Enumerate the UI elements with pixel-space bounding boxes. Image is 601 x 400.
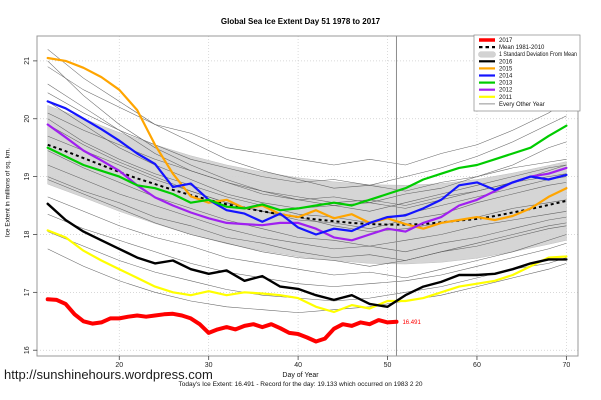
legend-label: 2015 [499, 66, 513, 72]
series-2015-line [46, 56, 568, 230]
legend-label: 2012 [499, 88, 513, 94]
series-2011-line [46, 229, 568, 314]
plot-border [36, 35, 579, 357]
y-tick-label: 16 [24, 346, 31, 354]
every-other-year-line [47, 164, 567, 253]
y-tick-label: 20 [24, 115, 31, 123]
x-tick-label: 60 [473, 362, 481, 369]
every-other-year-line [47, 150, 567, 247]
legend-label: 2013 [499, 81, 513, 87]
legend-label: Every Other Year [499, 102, 545, 108]
legend-label: 2014 [499, 74, 513, 80]
x-tick-label: 30 [205, 362, 213, 369]
mean-line [47, 143, 567, 226]
every-other-year-line [47, 83, 567, 203]
series-2017-line [45, 297, 399, 344]
every-other-year-line [47, 101, 567, 212]
y-tick-label: 21 [24, 57, 31, 65]
every-other-year-line [47, 179, 567, 267]
chart-title: Global Sea Ice Extent Day 51 1978 to 201… [220, 17, 381, 26]
x-tick-label: 70 [562, 362, 570, 369]
today-value-annotation: 16.491 [402, 320, 421, 326]
x-tick-label: 20 [115, 362, 123, 369]
every-other-year-line [47, 66, 567, 166]
every-other-year-line [47, 92, 567, 186]
y-tick-label: 17 [24, 288, 31, 296]
legend-label: 2016 [499, 59, 513, 65]
x-tick-label: 40 [294, 362, 302, 369]
series-2013-line [46, 124, 568, 212]
every-other-year-line [47, 49, 567, 192]
every-other-year-line [47, 176, 567, 261]
legend-label: 2011 [499, 95, 513, 101]
every-other-year-line [47, 135, 567, 232]
series-2014-line [46, 100, 568, 236]
x-tick-label: 50 [384, 362, 392, 369]
series-2016-line [46, 202, 568, 308]
every-other-year-line [47, 60, 567, 206]
y-tick-label: 19 [24, 173, 31, 181]
y-tick-label: 18 [24, 231, 31, 239]
x-axis-title: Day of Year [282, 372, 319, 379]
legend-box [473, 34, 581, 112]
today-record-note: Today's Ice Extent: 16.491 - Record for … [178, 381, 423, 388]
legend-swatch-band [478, 51, 496, 58]
every-other-year-line [47, 196, 567, 279]
every-other-year-line [47, 118, 567, 224]
legend-label: Mean 1981-2010 [499, 45, 545, 51]
every-other-year-line [47, 213, 567, 287]
legend-label: 1 Standard Deviation From Mean [499, 52, 577, 58]
every-other-year-line [47, 248, 567, 313]
legend-label: 2017 [499, 38, 513, 44]
footer-link[interactable]: http://sunshinehours.wordpress.com [4, 367, 213, 382]
